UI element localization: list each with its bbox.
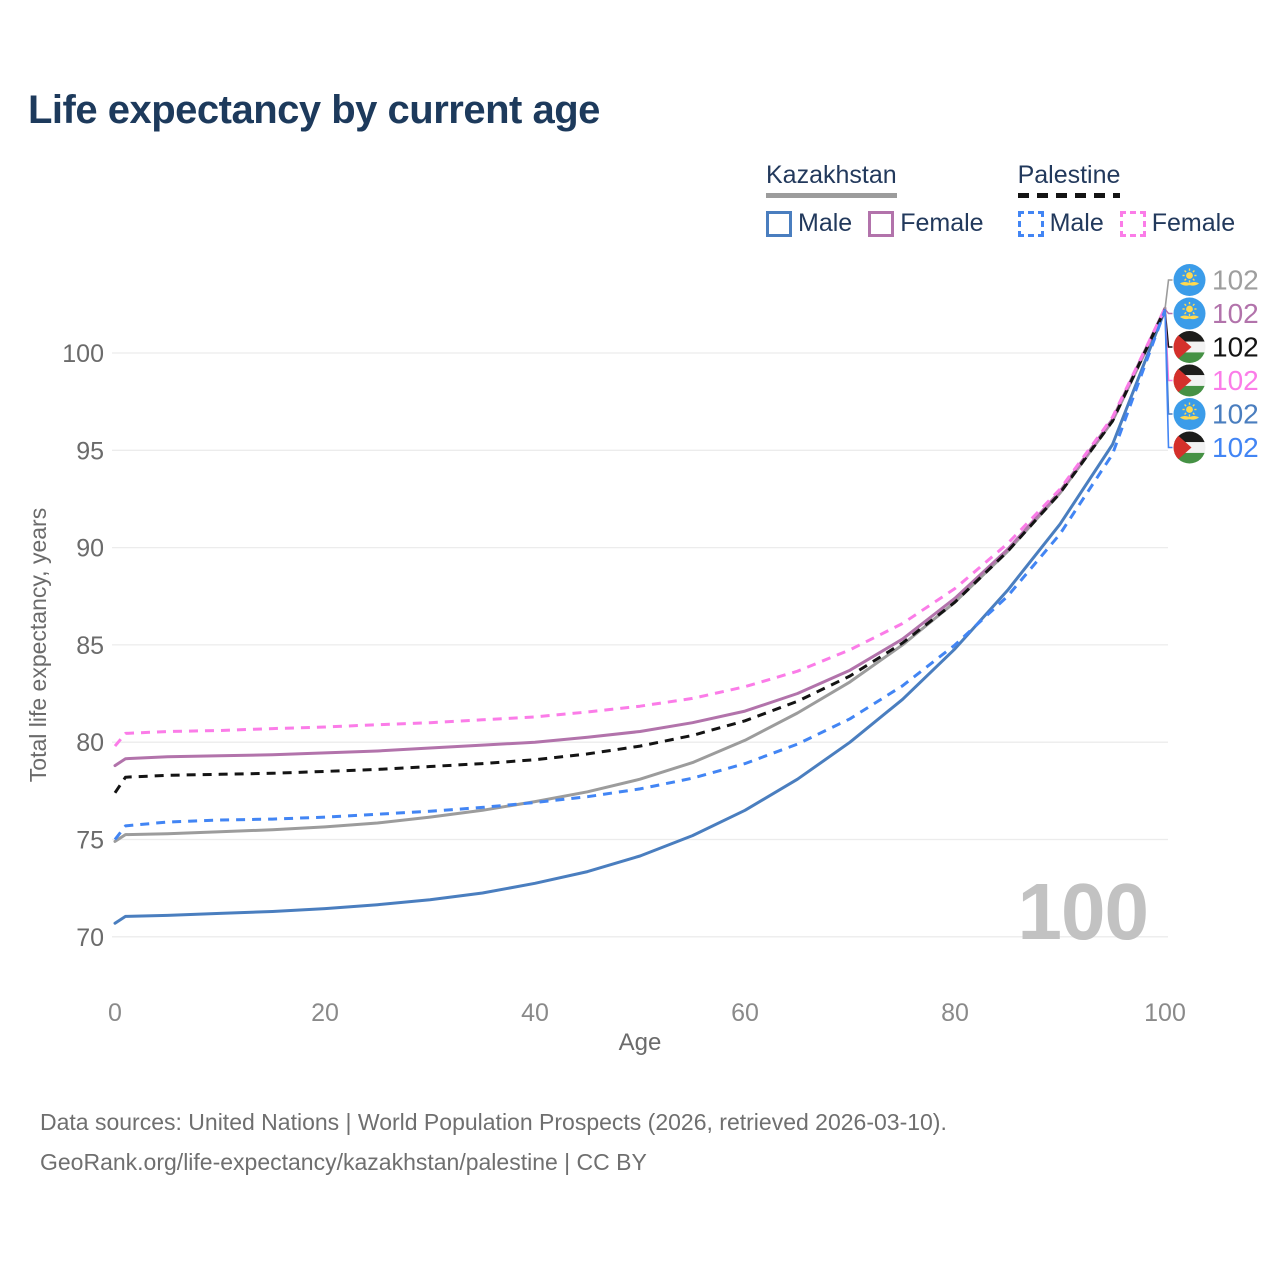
- flag-icon-palestine: [1173, 331, 1206, 363]
- legend-item-kazakhstan-female[interactable]: Female: [868, 209, 984, 238]
- series-line-kazakhstan-female[interactable]: [113, 306, 1167, 768]
- y-tick-label: 75: [76, 827, 104, 855]
- y-tick-label: 70: [76, 924, 104, 952]
- leader-line: [1164, 308, 1173, 315]
- flag-icon-kazakhstan: [1173, 297, 1206, 330]
- source-line: Data sources: United Nations | World Pop…: [40, 1109, 947, 1135]
- legend-country-linestyle: [766, 193, 897, 198]
- x-tick-label: 0: [108, 999, 122, 1027]
- y-axis-title: Total life expectancy, years: [25, 508, 51, 782]
- flag-icon-palestine: [1173, 364, 1206, 397]
- series-line-kazakhstan-total[interactable]: [113, 308, 1167, 843]
- source-url-line: GeoRank.org/life-expectancy/kazakhstan/p…: [40, 1149, 647, 1175]
- x-axis-title: Age: [619, 1029, 662, 1056]
- y-tick-label: 85: [76, 632, 104, 660]
- legend-group-palestine: Palestine Male Female: [1017, 160, 1236, 238]
- legend-swatch: [1017, 210, 1044, 237]
- legend-swatch: [1119, 210, 1146, 237]
- flag-icon-kazakhstan: [1173, 264, 1206, 296]
- legend-country-label: Palestine: [1017, 161, 1121, 189]
- x-tick-label: 40: [521, 999, 549, 1027]
- y-tick-label: 100: [62, 340, 104, 368]
- y-tick-label: 95: [76, 437, 104, 465]
- series-line-palestine-female[interactable]: [113, 307, 1167, 748]
- legend-group-kazakhstan: Kazakhstan Male Female: [766, 160, 984, 238]
- flag-icon-kazakhstan: [1173, 398, 1206, 430]
- x-tick-label: 20: [311, 999, 339, 1027]
- legend-swatch: [766, 210, 792, 237]
- end-value-label: 102: [1212, 298, 1259, 329]
- legend-country-linestyle: [1017, 193, 1121, 198]
- leader-line: [1164, 309, 1173, 449]
- y-tick-label: 90: [76, 535, 104, 563]
- x-tick-label: 80: [941, 999, 969, 1027]
- legend: Kazakhstan Male Female Palestine Male Female: [766, 160, 1235, 238]
- y-tick-label: 80: [76, 729, 104, 757]
- legend-item-label: Male: [798, 209, 853, 237]
- legend-item-label: Female: [1151, 209, 1236, 237]
- flag-icon-palestine: [1173, 431, 1206, 464]
- legend-item-palestine-female[interactable]: Female: [1119, 209, 1236, 238]
- legend-item-palestine-male[interactable]: Male: [1017, 209, 1104, 238]
- legend-item-label: Male: [1049, 209, 1104, 237]
- legend-item-label: Female: [900, 209, 984, 237]
- current-age-watermark: 100: [1017, 867, 1149, 956]
- page-title: Life expectancy by current age: [28, 88, 600, 132]
- end-value-label: 102: [1212, 332, 1259, 363]
- legend-country-label: Kazakhstan: [766, 161, 897, 189]
- series-line-palestine-male[interactable]: [113, 309, 1167, 841]
- leader-line: [1164, 279, 1173, 310]
- end-value-label: 102: [1212, 432, 1259, 463]
- x-tick-label: 60: [731, 999, 759, 1027]
- source-footer: Data sources: United Nations | World Pop…: [40, 1102, 947, 1182]
- end-value-label: 102: [1212, 265, 1259, 296]
- end-value-label: 102: [1212, 365, 1259, 396]
- legend-swatch: [868, 210, 895, 237]
- legend-item-kazakhstan-male[interactable]: Male: [766, 209, 852, 238]
- x-tick-label: 100: [1144, 999, 1186, 1027]
- end-value-label: 102: [1212, 399, 1259, 430]
